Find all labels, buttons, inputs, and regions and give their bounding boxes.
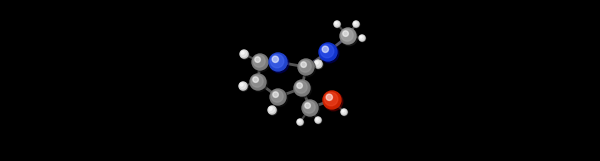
Circle shape bbox=[268, 106, 276, 114]
Circle shape bbox=[297, 83, 302, 88]
Circle shape bbox=[302, 100, 318, 116]
Circle shape bbox=[359, 35, 365, 42]
Circle shape bbox=[240, 50, 248, 58]
Circle shape bbox=[250, 74, 266, 90]
Circle shape bbox=[316, 118, 320, 122]
Circle shape bbox=[303, 101, 320, 118]
Circle shape bbox=[298, 120, 300, 122]
Circle shape bbox=[241, 51, 244, 54]
Circle shape bbox=[271, 90, 283, 102]
Circle shape bbox=[341, 109, 347, 116]
Circle shape bbox=[320, 44, 334, 58]
Circle shape bbox=[253, 77, 259, 82]
Circle shape bbox=[359, 35, 364, 40]
Circle shape bbox=[271, 54, 284, 68]
Circle shape bbox=[298, 119, 304, 126]
Circle shape bbox=[239, 83, 245, 89]
Circle shape bbox=[241, 50, 249, 59]
Circle shape bbox=[342, 110, 344, 112]
Circle shape bbox=[270, 54, 289, 73]
Circle shape bbox=[253, 55, 265, 67]
Circle shape bbox=[353, 21, 358, 26]
Circle shape bbox=[303, 101, 315, 113]
Circle shape bbox=[268, 106, 277, 115]
Circle shape bbox=[354, 22, 356, 24]
Circle shape bbox=[301, 62, 307, 67]
Circle shape bbox=[298, 59, 314, 75]
Circle shape bbox=[314, 61, 320, 67]
Circle shape bbox=[341, 109, 346, 114]
Circle shape bbox=[341, 29, 358, 46]
Circle shape bbox=[251, 75, 263, 87]
Circle shape bbox=[314, 60, 323, 69]
Circle shape bbox=[316, 118, 318, 120]
Circle shape bbox=[316, 61, 318, 64]
Circle shape bbox=[353, 21, 359, 27]
Circle shape bbox=[341, 29, 353, 41]
Circle shape bbox=[324, 92, 343, 111]
Circle shape bbox=[334, 21, 341, 28]
Circle shape bbox=[299, 60, 316, 77]
Circle shape bbox=[334, 21, 339, 26]
Circle shape bbox=[314, 60, 322, 68]
Circle shape bbox=[319, 43, 337, 61]
Circle shape bbox=[335, 22, 337, 24]
Circle shape bbox=[343, 31, 349, 36]
Circle shape bbox=[298, 119, 302, 124]
Circle shape bbox=[315, 117, 321, 123]
Circle shape bbox=[269, 107, 275, 113]
Circle shape bbox=[297, 119, 303, 125]
Circle shape bbox=[305, 103, 310, 108]
Circle shape bbox=[241, 83, 243, 86]
Circle shape bbox=[316, 117, 322, 124]
Circle shape bbox=[326, 94, 332, 100]
Circle shape bbox=[360, 36, 362, 38]
Circle shape bbox=[273, 92, 278, 97]
Circle shape bbox=[252, 54, 268, 70]
Circle shape bbox=[253, 55, 269, 72]
Circle shape bbox=[294, 80, 310, 96]
Circle shape bbox=[322, 46, 328, 52]
Circle shape bbox=[325, 92, 338, 106]
Circle shape bbox=[295, 81, 307, 93]
Circle shape bbox=[269, 107, 272, 110]
Circle shape bbox=[272, 56, 278, 62]
Circle shape bbox=[251, 75, 268, 92]
Circle shape bbox=[359, 35, 365, 41]
Circle shape bbox=[353, 21, 359, 28]
Circle shape bbox=[270, 89, 286, 105]
Circle shape bbox=[239, 82, 247, 90]
Circle shape bbox=[320, 44, 339, 63]
Circle shape bbox=[255, 57, 260, 62]
Circle shape bbox=[295, 81, 311, 98]
Circle shape bbox=[239, 82, 248, 91]
Circle shape bbox=[269, 53, 287, 71]
Circle shape bbox=[341, 109, 347, 115]
Circle shape bbox=[340, 28, 356, 44]
Circle shape bbox=[299, 60, 311, 72]
Circle shape bbox=[271, 90, 287, 107]
Circle shape bbox=[323, 91, 341, 109]
Circle shape bbox=[241, 51, 247, 57]
Circle shape bbox=[334, 21, 340, 27]
